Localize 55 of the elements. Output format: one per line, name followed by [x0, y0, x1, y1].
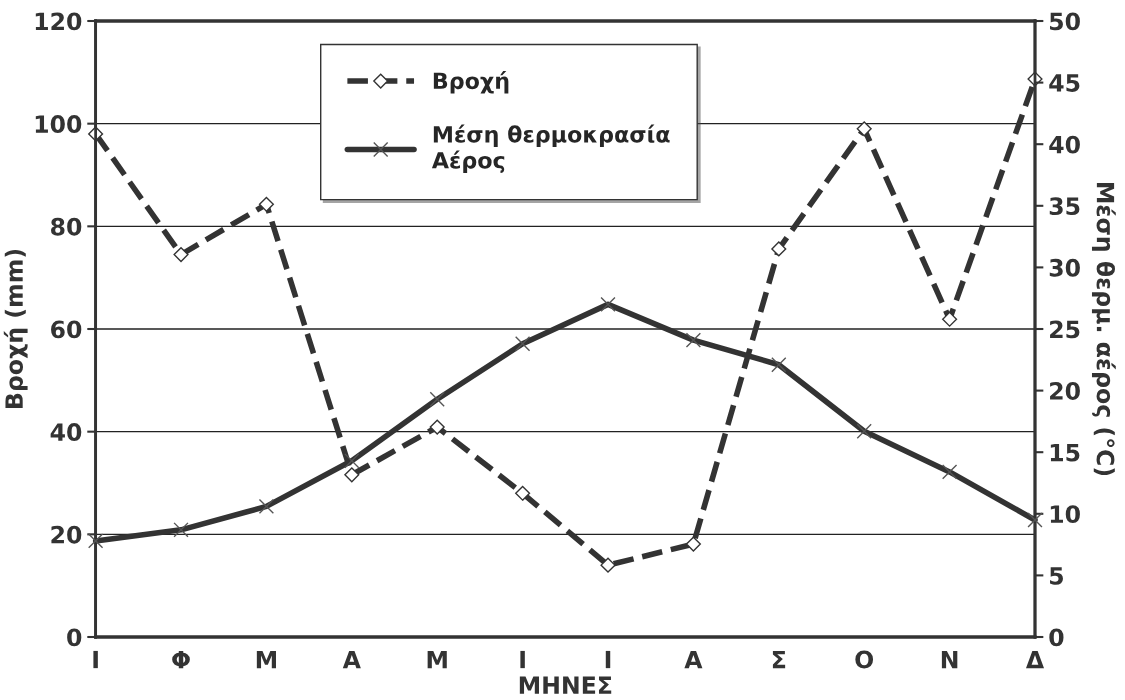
y2-tick-label: 15	[1050, 443, 1080, 462]
point	[941, 464, 958, 480]
point	[600, 557, 616, 573]
y2-axis-title: Μέση θερμ. αέρος (°C)	[1091, 183, 1116, 476]
y-tick-label: 60	[51, 320, 82, 339]
x-tick-label: Φ	[172, 650, 190, 669]
y2-tick-label: 30	[1049, 258, 1080, 277]
y2-tick-label: 35	[1049, 197, 1080, 216]
x-tick-label: Ν	[941, 650, 958, 669]
x-tick-label: Δ	[1025, 650, 1045, 669]
x-tick-label: Ι	[93, 650, 98, 669]
legend-label: Μέση θερμοκρασία Αέρος	[431, 124, 670, 173]
point	[685, 536, 701, 552]
y2-tick-label: 45	[1049, 74, 1080, 92]
x-tick-label: Μ	[256, 650, 276, 669]
legend-label: Βροχή	[433, 71, 509, 94]
y2-tick-label: 50	[1050, 12, 1080, 31]
x-tick-label: Ι	[605, 650, 611, 669]
y2-tick-label: 0	[1049, 628, 1064, 647]
x-axis-title: ΜΗΝΕΣ	[519, 676, 612, 694]
point	[173, 522, 189, 538]
y2-tick-label: 10	[1050, 505, 1080, 524]
x-tick-label: Μ	[427, 650, 447, 669]
x-tick-label: Α	[684, 650, 703, 669]
y-tick-label: 80	[51, 217, 82, 236]
y2-tick-label: 25	[1050, 320, 1080, 339]
point	[429, 419, 445, 435]
y-tick-label: 40	[50, 423, 82, 441]
y-tick-label: 100	[35, 115, 82, 133]
y2-tick-label: 5	[1050, 567, 1063, 585]
point	[258, 498, 275, 515]
point	[771, 357, 787, 373]
point	[942, 311, 958, 327]
x-tick-label: Ο	[855, 650, 874, 669]
point	[429, 391, 445, 407]
x-tick-label: Σ	[772, 650, 786, 669]
y-tick-label: 120	[35, 12, 82, 31]
point	[600, 296, 616, 312]
point	[344, 453, 360, 469]
x-tick-label: Α	[342, 650, 361, 669]
point	[856, 423, 872, 439]
y2-tick-label: 40	[1049, 135, 1080, 154]
x-tick-label: Ι	[520, 650, 525, 669]
y-tick-label: 0	[67, 628, 82, 647]
point	[856, 121, 872, 137]
point	[771, 241, 787, 257]
point	[514, 336, 531, 352]
point	[685, 332, 702, 348]
point	[344, 467, 360, 483]
y-axis-title: Βροχή (mm)	[3, 249, 28, 408]
y-tick-label: 20	[51, 525, 82, 544]
point	[173, 246, 189, 263]
point	[515, 485, 531, 501]
y2-tick-label: 20	[1050, 382, 1080, 400]
point	[258, 196, 274, 212]
